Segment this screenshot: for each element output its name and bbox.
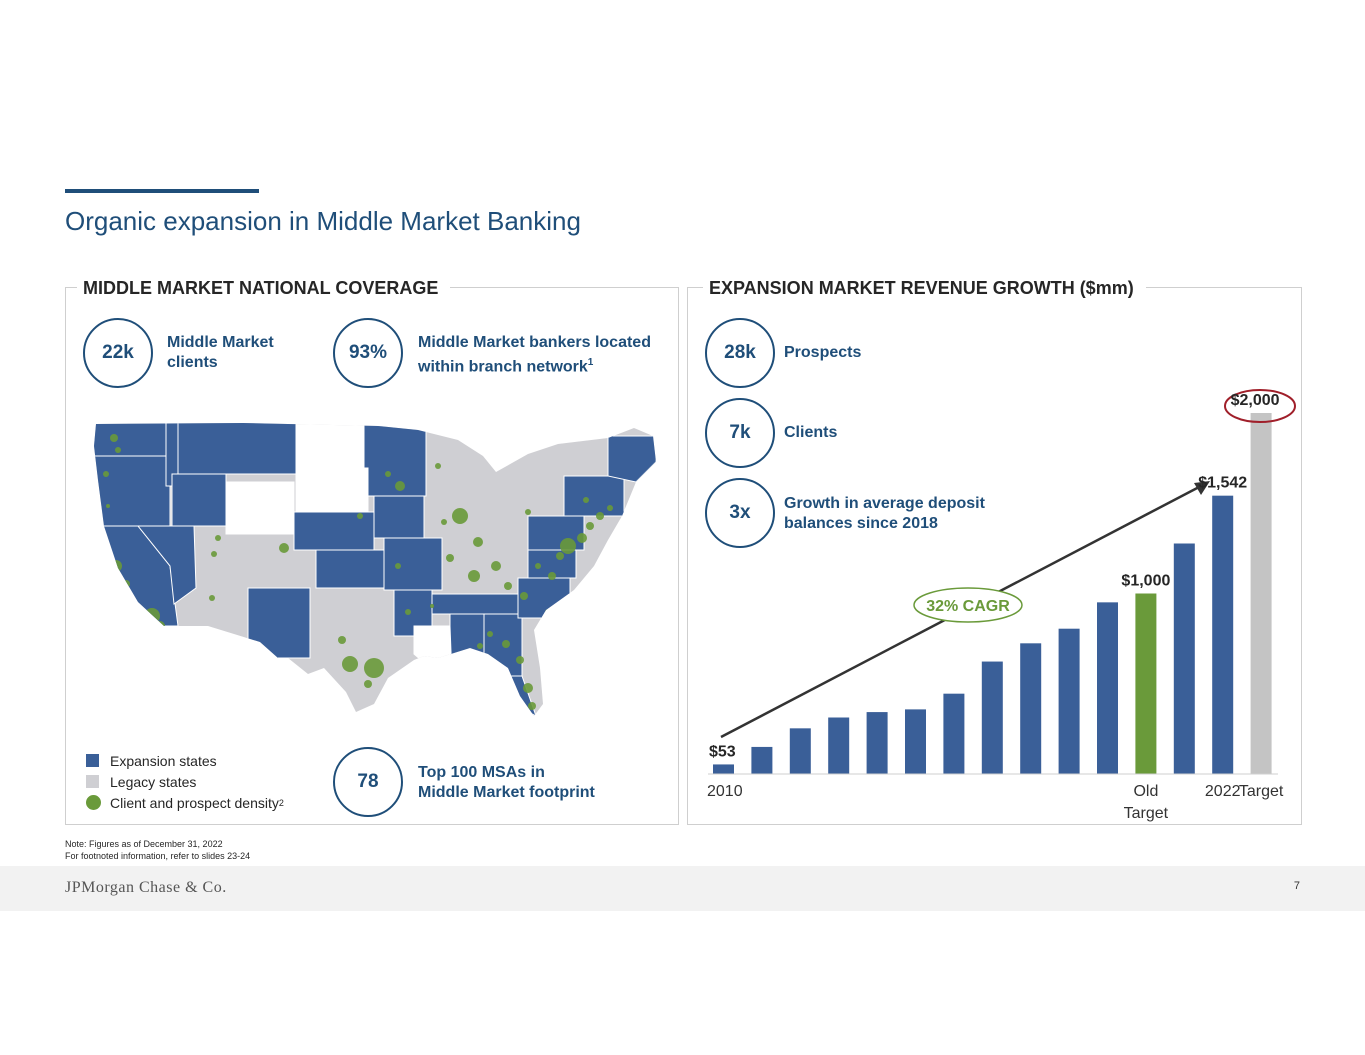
stat-label-deposit-growth: Growth in average deposit balances since… xyxy=(784,495,985,532)
page-title: Organic expansion in Middle Market Banki… xyxy=(65,206,581,236)
bar-2012 xyxy=(789,728,811,774)
footnotes: Note: Figures as of December 31, 2022 Fo… xyxy=(65,839,251,861)
tick-label-2021: Old xyxy=(1133,783,1158,800)
tick-label-2010: 2010 xyxy=(707,783,743,800)
bar-2016 xyxy=(943,693,965,774)
tick-sublabel-2021: Target xyxy=(1124,805,1169,822)
revenue-growth-chart: 32% CAGR $53 2010 $1,000 Old Target $1,542 202… xyxy=(707,389,1296,822)
bar-2022 xyxy=(1212,495,1234,774)
bar-2015 xyxy=(905,709,926,774)
bar-2020 xyxy=(1097,602,1118,774)
data-label-2021: $1,000 xyxy=(1121,573,1170,590)
bar-2019 xyxy=(1058,628,1080,774)
stat-label-msas: Top 100 MSAs in Middle Market footprint xyxy=(418,764,595,801)
bar-series xyxy=(713,413,1272,774)
arrowhead-icon xyxy=(1194,481,1210,495)
stat-circle-msas: 78 xyxy=(333,747,403,817)
stat-circle-expansion-clients: 7k xyxy=(705,398,775,468)
legend-item-density: Client and prospect density 2 xyxy=(86,792,284,813)
density-dot-icon xyxy=(86,795,101,810)
cagr-annotation: 32% CAGR xyxy=(926,598,1010,615)
stat-label-clients: Middle Market clients xyxy=(167,334,274,371)
stat-label-prospects: Prospects xyxy=(784,344,862,361)
legend-item-legacy: Legacy states xyxy=(86,771,284,792)
data-label-2022: $1,542 xyxy=(1198,475,1247,492)
bar-old-target xyxy=(1173,543,1195,774)
company-logo: JPMorgan Chase & Co. xyxy=(65,879,227,896)
legend-item-expansion: Expansion states xyxy=(86,750,284,771)
stat-circle-deposit-growth: 3x xyxy=(705,478,775,548)
data-label-target: $2,000 xyxy=(1231,392,1280,409)
revenue-growth-panel: EXPANSION MARKET REVENUE GROWTH ($mm) 32… xyxy=(687,277,1302,825)
data-label-2010: $53 xyxy=(709,743,736,760)
cagr-ellipse xyxy=(913,587,1023,623)
bar-2014 xyxy=(866,712,888,774)
bar-2017 xyxy=(981,661,1003,774)
title-accent-rule xyxy=(65,189,259,193)
tick-label-2022: 2022 xyxy=(1205,783,1241,800)
page-number: 7 xyxy=(1293,880,1300,892)
stat-label-bankers: Middle Market bankers located within bra… xyxy=(418,334,651,376)
chart-labels: $53 2010 $1,000 Old Target $1,542 2022 $2,000 Ta… xyxy=(707,392,1284,822)
bar-2013 xyxy=(828,717,850,774)
legacy-swatch-icon xyxy=(86,775,99,788)
bar-target xyxy=(1250,413,1272,774)
bar-2010 xyxy=(713,764,734,774)
stat-circle-clients: 22k xyxy=(83,318,153,388)
us-coverage-map xyxy=(94,423,656,716)
national-coverage-panel: MIDDLE MARKET NATIONAL COVERAGE 22k Midd… xyxy=(65,277,679,825)
footer: JPMorgan Chase & Co. 7 xyxy=(0,866,1365,911)
bar-2011 xyxy=(751,746,773,774)
tick-label-target: Target xyxy=(1239,783,1284,800)
expansion-swatch-icon xyxy=(86,754,99,767)
bar-2021 xyxy=(1135,593,1157,774)
stat-circle-bankers: 93% xyxy=(333,318,403,388)
stat-circle-prospects: 28k xyxy=(705,318,775,388)
stat-label-expansion-clients: Clients xyxy=(784,424,838,441)
national-coverage-heading: MIDDLE MARKET NATIONAL COVERAGE xyxy=(77,277,451,299)
target-highlight-ring xyxy=(1224,389,1296,423)
revenue-growth-heading: EXPANSION MARKET REVENUE GROWTH ($mm) xyxy=(703,277,1146,299)
bar-2018 xyxy=(1020,643,1042,774)
map-legend: Expansion states Legacy states Client an… xyxy=(86,750,284,813)
